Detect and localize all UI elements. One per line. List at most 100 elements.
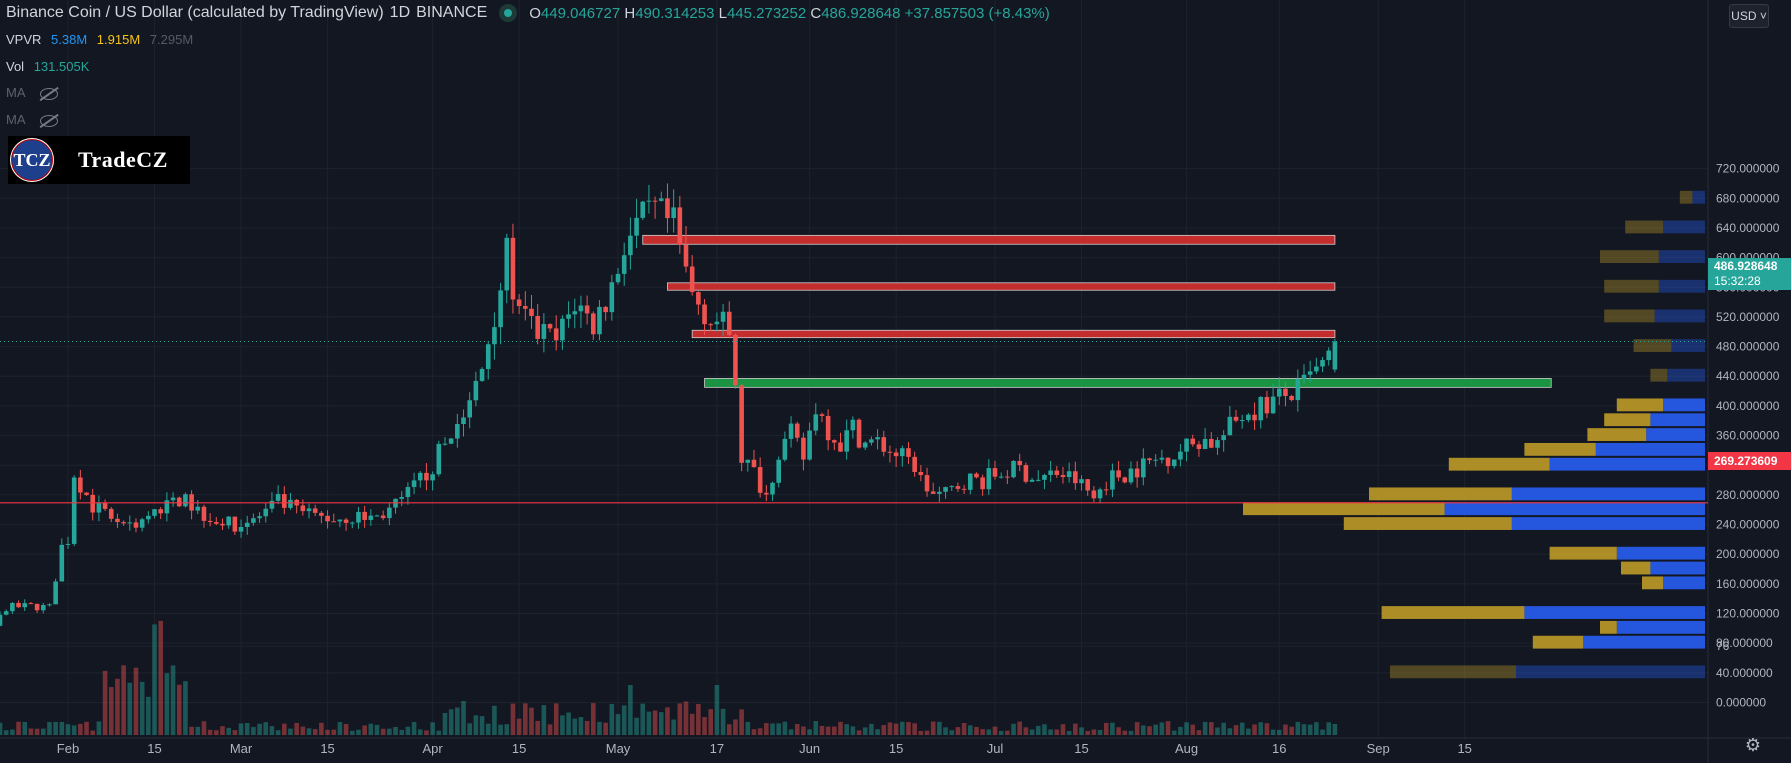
candle-up <box>467 400 472 418</box>
volume-bar <box>1264 723 1270 735</box>
hidden-eye-icon[interactable] <box>39 87 58 100</box>
volume-bar <box>1252 724 1257 735</box>
candle-down <box>584 305 590 314</box>
candle-up <box>1110 470 1115 490</box>
candle-down <box>683 244 689 267</box>
time-tick-label: Jul <box>987 741 1004 756</box>
vpvr-legend[interactable]: VPVR 5.38M 1.915M 7.295M <box>6 32 199 47</box>
exchange-label: BINANCE <box>416 4 488 21</box>
candle-up <box>943 487 948 492</box>
volume-bar <box>176 684 182 735</box>
candle-up <box>368 515 374 520</box>
price-axis[interactable]: 0.000000 40.000000 80.000000 120.000000 160.… <box>1716 162 1780 710</box>
time-tick-label: 15 <box>1074 741 1088 756</box>
volume-bar <box>1202 721 1208 735</box>
time-axis[interactable]: Feb 15 Mar 15 Apr 15 May 17 Jun 15 Jul 15 Aug 16 Sep 15 <box>57 741 1472 756</box>
symbol-title[interactable]: Binance Coin / US Dollar (calculated by … <box>6 4 384 21</box>
hidden-eye-icon[interactable] <box>39 114 58 127</box>
volume-bar <box>566 712 571 735</box>
volume-profile-up-bar <box>1654 309 1705 323</box>
volume-profile-down-bar <box>1604 279 1659 293</box>
volume-bar <box>967 725 973 735</box>
candle-up <box>658 198 664 201</box>
volume-profile-down-bar <box>1621 561 1651 575</box>
volume-bar <box>856 730 862 735</box>
candle-down <box>516 299 522 307</box>
volume-bar <box>1326 722 1332 735</box>
candle-up <box>998 476 1004 478</box>
candle-down <box>696 292 701 305</box>
volume-bar <box>164 673 170 735</box>
volume-bar <box>1239 722 1245 735</box>
candle-down <box>1190 438 1196 445</box>
ma-legend-2[interactable]: MA <box>6 112 64 127</box>
volume-profile-down-bar <box>1343 517 1512 530</box>
market-status-icon[interactable] <box>499 4 518 22</box>
candle-up <box>1239 420 1245 422</box>
volume-bar <box>442 712 448 735</box>
volume-bar <box>380 728 386 735</box>
time-tick-label: Jun <box>799 741 820 756</box>
volume-bar <box>906 722 911 735</box>
volume-bar <box>473 715 479 735</box>
volume-bar <box>282 723 287 735</box>
volume-bar <box>1258 722 1264 735</box>
volume-bar <box>1128 730 1134 735</box>
interval-label[interactable]: 1D <box>389 4 411 21</box>
volume-bar <box>170 665 176 735</box>
volume-bar <box>201 721 207 735</box>
candle-down <box>918 472 924 476</box>
ma-legend-1[interactable]: MA <box>6 85 64 100</box>
candle-up <box>1332 341 1338 370</box>
volume-legend[interactable]: Vol 131.505K <box>6 59 95 74</box>
candle-down <box>708 324 714 326</box>
candle-down <box>1165 457 1171 467</box>
volume-bar <box>424 730 429 735</box>
candle-up <box>1314 366 1319 372</box>
volume-bar <box>59 721 65 735</box>
candle-down <box>689 266 695 293</box>
candle-up <box>862 442 868 448</box>
volume-bar <box>900 721 905 735</box>
currency-label: USD <box>1731 9 1757 23</box>
candle-up <box>349 522 355 524</box>
volume-bar <box>1066 730 1072 735</box>
volume-bar <box>1227 728 1233 735</box>
volume-profile-up-bar <box>1658 250 1705 264</box>
volume-bar <box>1178 726 1183 735</box>
volume-bar <box>343 724 349 735</box>
volume-bar <box>529 707 534 735</box>
volume-bar <box>819 725 825 735</box>
vpvr-total-volume: 7.295M <box>149 32 194 47</box>
settings-gear-icon[interactable]: ⚙ <box>1744 735 1762 755</box>
volume-profile-down-bar <box>1679 190 1693 204</box>
price-zones[interactable] <box>642 234 1552 388</box>
candle-up <box>455 424 460 439</box>
candle-up <box>1153 459 1158 461</box>
volume-bar <box>300 726 306 735</box>
volume-bar <box>887 722 893 735</box>
volume-bar <box>609 703 615 735</box>
volume-bar <box>90 730 96 735</box>
candle-up <box>127 522 133 524</box>
chevron-down-icon: ˅ <box>1756 9 1767 23</box>
candle-up <box>405 487 411 498</box>
candle-down <box>751 459 757 468</box>
hline-price-value: 269.273609 <box>1714 454 1778 468</box>
volume-bar <box>207 729 213 735</box>
volume-profile-up-bar <box>1616 620 1705 634</box>
volume-profile-up-bar <box>1663 576 1705 590</box>
candle-down <box>733 334 738 386</box>
currency-button[interactable]: USD ˅ <box>1729 4 1769 28</box>
volume-bar <box>1153 724 1158 735</box>
volume-bar <box>665 707 670 735</box>
price-tick-label: 480.000000 <box>1716 340 1780 354</box>
vol-value: 131.505K <box>33 59 90 74</box>
candle-down <box>832 440 837 443</box>
volume-profile-up-bar <box>1444 502 1705 516</box>
candle-down <box>90 494 96 513</box>
volume-bar <box>1035 725 1041 735</box>
volume-bar <box>1122 730 1128 735</box>
candle-down <box>1264 396 1270 414</box>
